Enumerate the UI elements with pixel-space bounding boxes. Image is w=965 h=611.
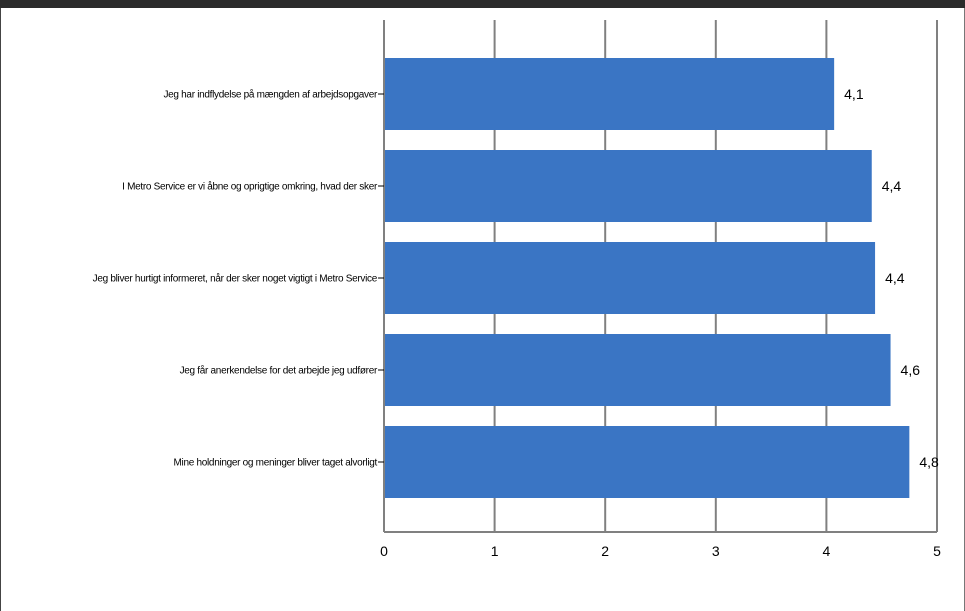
x-tick-label-4: 4 <box>823 543 831 559</box>
x-tick-label-2: 2 <box>601 543 609 559</box>
bar-3 <box>385 242 876 314</box>
category-label-4: Jeg får anerkendelse for det arbejde jeg… <box>180 365 378 377</box>
x-tick-label-1: 1 <box>491 543 499 559</box>
data-label-3: 4,4 <box>885 270 905 286</box>
data-label-5: 4,8 <box>919 454 939 470</box>
category-label-1: Jeg har indflydelse på mængden af arbejd… <box>163 89 377 101</box>
top-bar <box>0 0 965 8</box>
bar-1 <box>385 58 835 130</box>
category-label-5: Mine holdninger og meninger bliver taget… <box>174 458 378 469</box>
data-label-4: 4,6 <box>901 362 921 378</box>
x-tick-label-3: 3 <box>712 543 720 559</box>
data-label-2: 4,4 <box>882 178 902 194</box>
x-tick-label-5: 5 <box>933 543 941 559</box>
category-label-2: I Metro Service er vi åbne og oprigtige … <box>122 181 378 193</box>
data-label-1: 4,1 <box>844 86 864 102</box>
category-label-3: Jeg bliver hurtigt informeret, når der s… <box>93 273 378 285</box>
frame-left-edge <box>0 8 1 611</box>
bar-4 <box>385 334 891 406</box>
x-tick-label-0: 0 <box>380 543 388 559</box>
bar-5 <box>385 426 910 498</box>
bar-2 <box>385 150 872 222</box>
